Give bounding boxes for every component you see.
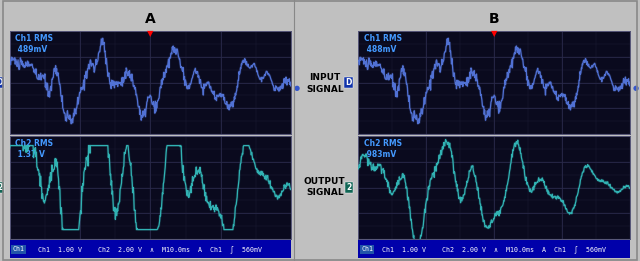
Text: ●: ● — [633, 85, 639, 91]
Text: 2: 2 — [346, 183, 351, 192]
Text: ●: ● — [294, 85, 300, 91]
Text: Ch2 RMS
 983mV: Ch2 RMS 983mV — [364, 139, 402, 159]
Text: ▼: ▼ — [491, 29, 498, 38]
Text: Ch1: Ch1 — [361, 246, 373, 252]
Text: OUTPUT
SIGNAL: OUTPUT SIGNAL — [304, 176, 346, 197]
Text: A: A — [145, 12, 156, 26]
Text: Ch1  1.00 V    Ch2  2.00 V  ∧  M10.0ms  A  Ch1  ∫  560mV: Ch1 1.00 V Ch2 2.00 V ∧ M10.0ms A Ch1 ∫ … — [38, 245, 262, 253]
Text: Ch1 RMS
 488mV: Ch1 RMS 488mV — [364, 34, 402, 54]
Text: Ch1: Ch1 — [12, 246, 24, 252]
Text: D: D — [345, 78, 351, 87]
Text: B: B — [489, 12, 500, 26]
Text: 2: 2 — [0, 183, 3, 192]
Text: Ch1  1.00 V    Ch2  2.00 V  ∧  M10.0ms  A  Ch1  ∫  560mV: Ch1 1.00 V Ch2 2.00 V ∧ M10.0ms A Ch1 ∫ … — [383, 245, 607, 253]
Text: Ch2 RMS
 1.37 V: Ch2 RMS 1.37 V — [15, 139, 53, 159]
Text: INPUT
SIGNAL: INPUT SIGNAL — [306, 73, 344, 94]
Text: D: D — [0, 78, 3, 87]
Text: Ch1 RMS
 489mV: Ch1 RMS 489mV — [15, 34, 53, 54]
Text: ▼: ▼ — [147, 29, 154, 38]
